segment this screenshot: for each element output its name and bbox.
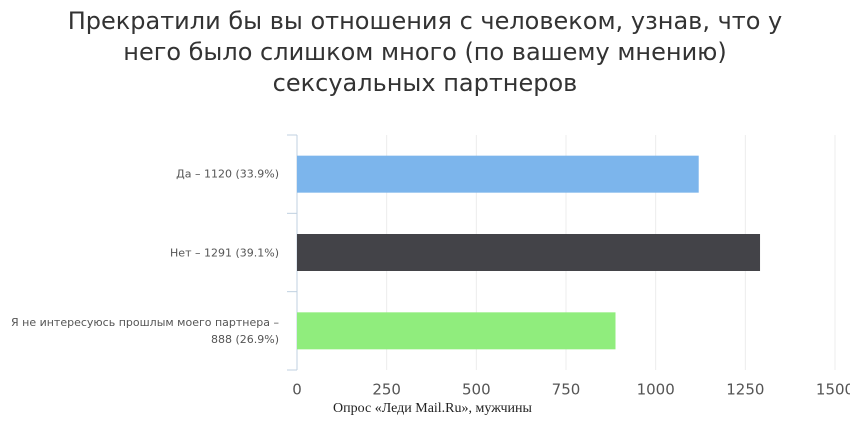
y-tick-label: Да – 1120 (33.9%): [176, 167, 279, 181]
x-tick-label: 1250: [726, 381, 764, 399]
x-tick-label: 0: [292, 381, 302, 399]
chart-title: Прекратили бы вы отношения с человеком, …: [67, 7, 783, 97]
bar: [297, 155, 699, 193]
x-tick-label: 1500: [816, 381, 850, 399]
y-tick-label: Я не интересуюсь прошлым моего партнера …: [11, 315, 279, 346]
x-tick-label: 250: [372, 381, 401, 399]
bar: [297, 312, 616, 350]
bar: [297, 234, 761, 271]
x-tick-label: 1000: [637, 381, 675, 399]
y-tick-label: Нет – 1291 (39.1%): [170, 246, 279, 259]
x-tick-label: 750: [552, 381, 581, 399]
x-tick-label: 500: [462, 381, 491, 399]
source-note: Опрос «Леди Mail.Ru», мужчины: [333, 401, 532, 416]
